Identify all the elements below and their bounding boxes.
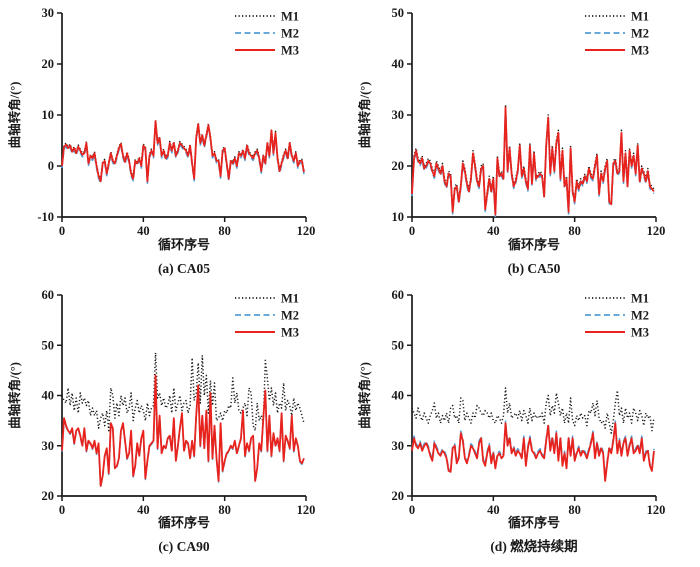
chart-cell-d: 20 30 40 50 60 0 40 80 120 曲轴转角/(°) 循环序号 (d) 燃烧持续期 M… <box>350 284 700 567</box>
x-tick-label: 80 <box>218 503 231 517</box>
series-M1-line <box>411 387 655 434</box>
legend-M3-label: M3 <box>631 325 649 339</box>
axis-lines <box>61 13 306 218</box>
x-tick-label: 80 <box>568 503 581 517</box>
x-axis-label: 循环序号 <box>508 237 560 252</box>
x-tick-label: 0 <box>409 224 415 238</box>
subplot-caption: (d) 燃烧持续期 <box>490 538 577 554</box>
y-tick-label: 30 <box>392 439 405 453</box>
y-axis-label: 曲轴转角/(°) <box>357 362 372 429</box>
y-tick-label: 30 <box>42 439 55 453</box>
chart-cell-a: -10 0 10 20 30 0 40 80 120 曲轴转角/(°) 循环序号 (a) CA05 M1… <box>0 0 350 284</box>
y-tick-label: 20 <box>392 489 405 503</box>
y-tick-label: 50 <box>392 6 405 20</box>
legend-M2-label: M2 <box>281 26 299 40</box>
x-axis-label: 循环序号 <box>158 515 210 530</box>
y-axis-label: 曲轴转角/(°) <box>7 362 22 429</box>
x-tick-label: 80 <box>218 224 231 238</box>
x-axis-label: 循环序号 <box>158 237 210 252</box>
y-tick-label: 0 <box>48 159 54 173</box>
y-tick-label: 40 <box>392 57 405 71</box>
x-tick-label: 0 <box>59 503 65 517</box>
y-tick-label: -10 <box>37 210 54 224</box>
x-tick-label: 40 <box>137 224 150 238</box>
subplot-caption: (c) CA90 <box>158 539 210 554</box>
legend-M1-label: M1 <box>631 9 649 23</box>
series-M3-line <box>411 422 655 482</box>
x-tick-label: 40 <box>487 224 500 238</box>
y-axis-label: 曲轴转角/(°) <box>7 82 22 149</box>
chart-a-svg: -10 0 10 20 30 0 40 80 120 曲轴转角/(°) 循环序号 (a) CA05 M1… <box>7 6 316 276</box>
y-tick-label: 10 <box>392 210 405 224</box>
y-axis-label: 曲轴转角/(°) <box>357 82 372 149</box>
chart-b-svg: 10 20 30 40 50 0 40 80 120 曲轴转角/(°) 循环序号 (b) CA50 M1… <box>357 6 666 276</box>
chart-d-svg: 20 30 40 50 60 0 40 80 120 曲轴转角/(°) 循环序号 (d) 燃烧持续期 M… <box>357 288 666 554</box>
x-tick-label: 40 <box>137 503 150 517</box>
y-tick-label: 60 <box>42 288 55 302</box>
subplot-caption: (b) CA50 <box>508 261 561 276</box>
legend-M1-label: M1 <box>281 291 299 305</box>
legend-M2-label: M2 <box>631 26 649 40</box>
chart-cell-b: 10 20 30 40 50 0 40 80 120 曲轴转角/(°) 循环序号 (b) CA50 M1… <box>350 0 700 284</box>
x-tick-label: 120 <box>297 503 316 517</box>
y-tick-label: 20 <box>42 489 55 503</box>
legend-M3-label: M3 <box>281 43 299 57</box>
x-axis-label: 循环序号 <box>508 515 560 530</box>
legend-M3-label: M3 <box>281 325 299 339</box>
legend-M1-label: M1 <box>631 291 649 305</box>
y-tick-label: 40 <box>42 389 55 403</box>
x-tick-label: 40 <box>487 503 500 517</box>
legend-M1-label: M1 <box>281 9 299 23</box>
chart-c-svg: 20 30 40 50 60 0 40 80 120 曲轴转角/(°) 循环序号 (c) CA90 M1… <box>7 288 316 554</box>
axis-lines <box>411 13 656 218</box>
series-M3-line <box>61 120 305 183</box>
legend-M2-label: M2 <box>281 308 299 322</box>
legend-M2-label: M2 <box>631 308 649 322</box>
x-tick-label: 0 <box>409 503 415 517</box>
y-tick-label: 50 <box>42 338 55 352</box>
y-tick-label: 40 <box>392 389 405 403</box>
y-tick-label: 30 <box>392 108 405 122</box>
y-tick-label: 10 <box>42 108 55 122</box>
series-M3-line <box>61 374 305 487</box>
y-tick-label: 60 <box>392 288 405 302</box>
legend-M3-label: M3 <box>631 43 649 57</box>
x-tick-label: 120 <box>647 503 666 517</box>
y-tick-label: 20 <box>42 57 55 71</box>
chart-cell-c: 20 30 40 50 60 0 40 80 120 曲轴转角/(°) 循环序号 (c) CA90 M1… <box>0 284 350 567</box>
x-tick-label: 120 <box>297 224 316 238</box>
y-tick-label: 20 <box>392 159 405 173</box>
x-tick-label: 120 <box>647 224 666 238</box>
x-tick-label: 0 <box>59 224 65 238</box>
subplot-caption: (a) CA05 <box>158 261 210 276</box>
x-tick-label: 80 <box>568 224 581 238</box>
y-tick-label: 50 <box>392 338 405 352</box>
series-M3-line <box>411 106 655 216</box>
y-tick-label: 30 <box>42 6 55 20</box>
